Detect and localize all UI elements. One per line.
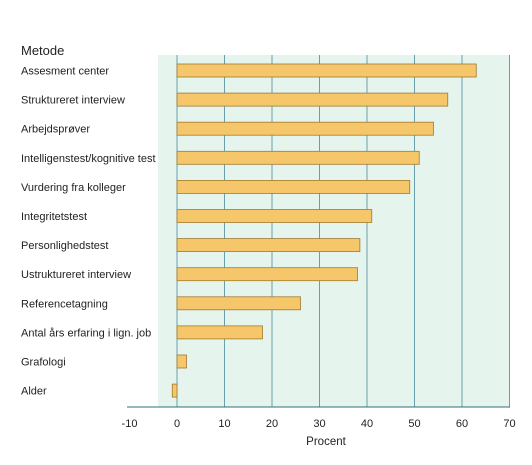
category-label: Antal års erfaring i lign. job [21,327,151,339]
bar-3 [176,121,434,136]
bar-6 [176,209,373,223]
bar-1 [176,63,477,78]
category-label: Integritetstest [21,211,87,223]
plot-background [158,55,510,407]
x-tick-label: 30 [313,418,325,430]
bar-7 [176,238,361,253]
bar-8 [176,267,358,282]
x-tick-label: -10 [122,418,138,430]
category-header: Metode [21,43,64,58]
bar-11 [176,354,187,369]
x-tick-label: 50 [408,418,420,430]
bar-4 [176,150,420,165]
x-tick-label: 0 [174,418,180,430]
bar-9 [176,296,301,311]
x-tick-label: 60 [456,418,468,430]
category-label: Arbejdsprøver [21,124,90,136]
category-label: Struktureret interview [21,95,125,107]
category-label: Assesment center [21,66,109,78]
x-tick-label: 10 [218,418,230,430]
bars [171,63,477,398]
category-labels: Assesment center Struktureret interview Ar… [21,66,156,398]
x-tick-label: 40 [361,418,373,430]
x-tick-label: 20 [266,418,278,430]
category-label: Grafologi [21,357,66,369]
category-label: Personlighedstest [21,240,108,252]
bar-10 [176,325,263,340]
x-tick-labels: -10 0 10 20 30 40 50 60 70 [122,418,516,430]
category-label: Vurdering fra kolleger [21,182,126,194]
category-label: Intelligenstest/kognitive test [21,153,156,165]
x-tick-label: 70 [503,418,515,430]
category-label: Alder [21,386,47,398]
bar-5 [176,179,411,194]
category-label: Ustruktureret interview [21,269,131,281]
bar-12 [171,383,178,398]
bar-2 [176,92,449,107]
category-label: Referencetagning [21,298,108,310]
x-axis-title: Procent [306,436,346,448]
gridlines [176,55,510,407]
